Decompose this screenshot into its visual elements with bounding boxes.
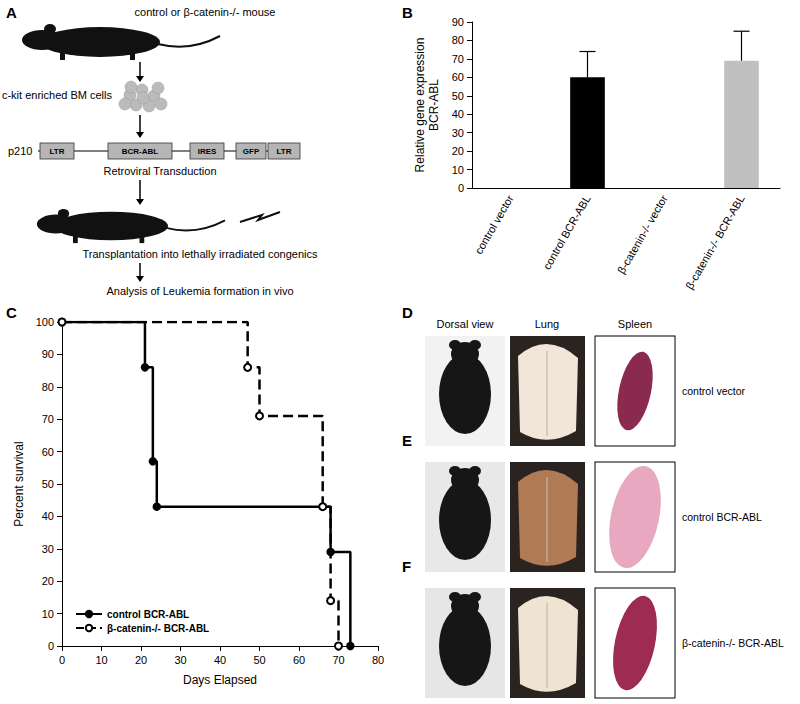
svg-text:control BCR-ABL: control BCR-ABL bbox=[540, 193, 592, 271]
svg-text:70: 70 bbox=[452, 53, 464, 65]
svg-text:0: 0 bbox=[59, 654, 65, 666]
svg-text:70: 70 bbox=[332, 654, 344, 666]
svg-text:Lung: Lung bbox=[535, 318, 559, 330]
svg-text:LTR: LTR bbox=[277, 147, 292, 156]
svg-text:control vector: control vector bbox=[682, 385, 746, 397]
svg-text:c-kit enriched BM cells: c-kit enriched BM cells bbox=[2, 89, 113, 101]
svg-text:LTR: LTR bbox=[50, 147, 65, 156]
svg-text:A: A bbox=[6, 4, 17, 21]
svg-text:BCR-ABL: BCR-ABL bbox=[122, 147, 159, 156]
svg-text:IRES: IRES bbox=[198, 147, 217, 156]
svg-text:p210: p210 bbox=[8, 145, 32, 157]
svg-text:10: 10 bbox=[452, 164, 464, 176]
svg-text:40: 40 bbox=[452, 108, 464, 120]
svg-text:50: 50 bbox=[253, 654, 265, 666]
svg-text:50: 50 bbox=[42, 478, 54, 490]
svg-text:F: F bbox=[402, 558, 411, 575]
svg-text:control vector: control vector bbox=[472, 193, 516, 256]
svg-text:90: 90 bbox=[452, 16, 464, 28]
svg-text:control BCR-ABL: control BCR-ABL bbox=[682, 511, 762, 523]
svg-text:β-catenin-/- BCR-ABL: β-catenin-/- BCR-ABL bbox=[683, 193, 747, 291]
svg-text:60: 60 bbox=[452, 71, 464, 83]
svg-text:100: 100 bbox=[36, 316, 54, 328]
svg-text:C: C bbox=[6, 304, 17, 321]
svg-text:control BCR-ABL: control BCR-ABL bbox=[107, 609, 189, 620]
svg-text:80: 80 bbox=[42, 381, 54, 393]
svg-text:Retroviral Transduction: Retroviral Transduction bbox=[103, 165, 216, 177]
svg-text:10: 10 bbox=[95, 654, 107, 666]
svg-text:Percent survival: Percent survival bbox=[12, 441, 26, 526]
svg-text:BCR-ABL: BCR-ABL bbox=[427, 79, 441, 131]
svg-text:β-catenin-/- BCR-ABL: β-catenin-/- BCR-ABL bbox=[107, 623, 209, 634]
svg-text:10: 10 bbox=[42, 608, 54, 620]
svg-text:B: B bbox=[402, 4, 413, 21]
svg-text:GFP: GFP bbox=[243, 147, 260, 156]
svg-text:30: 30 bbox=[174, 654, 186, 666]
svg-text:control or β-catenin-/- mouse: control or β-catenin-/- mouse bbox=[135, 6, 276, 18]
svg-text:20: 20 bbox=[42, 575, 54, 587]
svg-text:E: E bbox=[402, 432, 412, 449]
svg-text:60: 60 bbox=[42, 446, 54, 458]
svg-text:70: 70 bbox=[42, 413, 54, 425]
svg-text:D: D bbox=[402, 304, 413, 321]
svg-text:20: 20 bbox=[135, 654, 147, 666]
svg-text:0: 0 bbox=[48, 640, 54, 652]
svg-text:20: 20 bbox=[452, 145, 464, 157]
svg-text:30: 30 bbox=[42, 543, 54, 555]
svg-text:β-catenin-/- vector: β-catenin-/- vector bbox=[615, 193, 670, 276]
svg-text:Days Elapsed: Days Elapsed bbox=[183, 673, 257, 687]
svg-text:Transplantation into lethally: Transplantation into lethally irradiated… bbox=[82, 248, 318, 260]
svg-text:Relative gene expression: Relative gene expression bbox=[413, 38, 427, 173]
svg-text:60: 60 bbox=[293, 654, 305, 666]
svg-text:Analysis of Leukemia formation: Analysis of Leukemia formation in vivo bbox=[106, 285, 293, 297]
svg-text:0: 0 bbox=[458, 182, 464, 194]
svg-text:90: 90 bbox=[42, 348, 54, 360]
svg-text:40: 40 bbox=[42, 510, 54, 522]
svg-text:50: 50 bbox=[452, 90, 464, 102]
svg-text:80: 80 bbox=[372, 654, 384, 666]
svg-text:80: 80 bbox=[452, 34, 464, 46]
svg-text:β-catenin-/- BCR-ABL: β-catenin-/- BCR-ABL bbox=[682, 637, 784, 649]
svg-text:Dorsal view: Dorsal view bbox=[437, 318, 494, 330]
svg-text:30: 30 bbox=[452, 127, 464, 139]
svg-text:40: 40 bbox=[214, 654, 226, 666]
svg-text:Spleen: Spleen bbox=[618, 318, 652, 330]
